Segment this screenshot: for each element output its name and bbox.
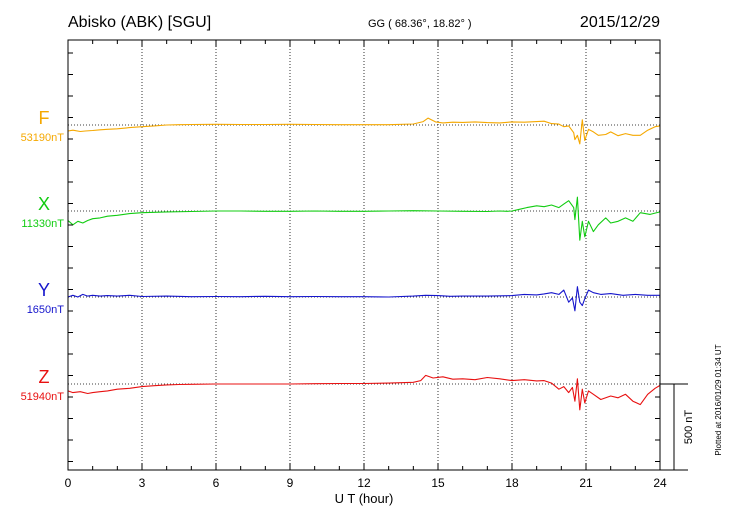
date-label: 2015/12/29 bbox=[580, 14, 660, 31]
x-tick-label: 0 bbox=[65, 476, 72, 490]
baseline-value-x: 11330nT bbox=[21, 218, 64, 230]
baseline-value-z: 51940nT bbox=[21, 391, 65, 403]
x-tick-label: 24 bbox=[653, 476, 667, 490]
series-line-x bbox=[67, 196, 661, 241]
x-tick-label: 21 bbox=[579, 476, 593, 490]
x-tick-label: 12 bbox=[357, 476, 371, 490]
series-name-y: Y bbox=[38, 280, 50, 300]
axis-ticks: 0 3 6 9 12 15 18 21 24 bbox=[65, 40, 667, 490]
scale-bar: 500 nT bbox=[660, 383, 695, 471]
x-axis-title: U T (hour) bbox=[335, 491, 394, 506]
x-tick-label: 15 bbox=[431, 476, 445, 490]
grid-lines bbox=[68, 40, 660, 470]
plot-frame bbox=[67, 39, 661, 471]
series-layer bbox=[67, 117, 661, 411]
series-line-f bbox=[67, 117, 661, 145]
x-tick-label: 3 bbox=[139, 476, 146, 490]
series-labels: F 53190nT X 11330nT Y 1650nT Z 51940nT bbox=[21, 108, 65, 403]
series-name-z: Z bbox=[39, 367, 50, 387]
series-name-f: F bbox=[39, 108, 50, 128]
series-line-z bbox=[67, 374, 661, 411]
plotted-timestamp: Plotted at 2016/01/29 01:34 UT bbox=[714, 344, 723, 455]
baseline-value-f: 53190nT bbox=[21, 132, 65, 144]
series-line-y bbox=[67, 286, 660, 312]
series-name-x: X bbox=[38, 194, 50, 214]
x-tick-label: 9 bbox=[287, 476, 294, 490]
scale-bar-label: 500 nT bbox=[683, 410, 695, 445]
station-title: Abisko (ABK) [SGU] bbox=[68, 14, 211, 31]
coordinates: GG ( 68.36°, 18.82° ) bbox=[368, 18, 472, 30]
x-tick-label: 18 bbox=[505, 476, 519, 490]
x-tick-label: 6 bbox=[213, 476, 220, 490]
baseline-value-y: 1650nT bbox=[27, 304, 65, 316]
